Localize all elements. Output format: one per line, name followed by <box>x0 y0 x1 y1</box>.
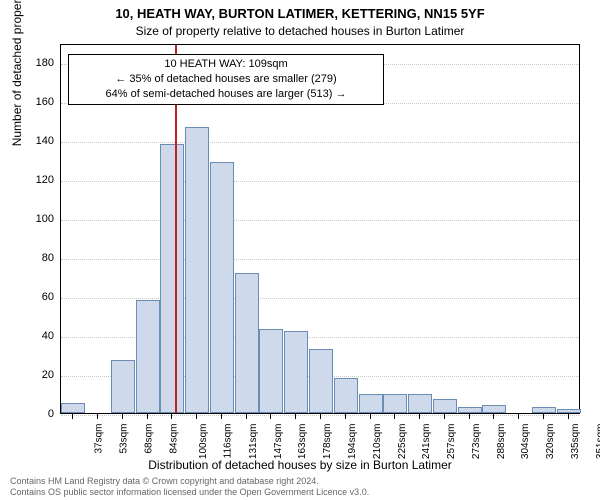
y-axis-label: Number of detached properties <box>10 0 24 146</box>
x-tick-mark <box>518 414 519 419</box>
x-tick-label: 241sqm <box>421 424 432 460</box>
y-tick-label: 120 <box>14 174 54 186</box>
x-tick-mark <box>469 414 470 419</box>
x-tick-label: 335sqm <box>570 424 581 460</box>
x-tick-mark <box>97 414 98 419</box>
gridline <box>61 298 579 299</box>
annotation-line: ← 35% of detached houses are smaller (27… <box>77 72 375 87</box>
x-axis-label: Distribution of detached houses by size … <box>0 458 600 472</box>
x-tick-mark <box>221 414 222 419</box>
x-tick-label: 37sqm <box>94 424 105 454</box>
y-tick-label: 140 <box>14 135 54 147</box>
gridline <box>61 259 579 260</box>
footer-line: Contains OS public sector information li… <box>10 487 369 498</box>
x-tick-label: 320sqm <box>545 424 556 460</box>
y-tick-label: 160 <box>14 96 54 108</box>
x-tick-mark <box>493 414 494 419</box>
x-tick-mark <box>568 414 569 419</box>
x-tick-mark <box>444 414 445 419</box>
histogram-bar <box>359 394 383 413</box>
histogram-bar <box>111 360 135 413</box>
x-tick-mark <box>171 414 172 419</box>
histogram-bar <box>458 407 482 413</box>
y-tick-label: 100 <box>14 213 54 225</box>
x-tick-mark <box>147 414 148 419</box>
x-tick-mark <box>246 414 247 419</box>
histogram-bar <box>284 331 308 413</box>
x-tick-label: 225sqm <box>397 424 408 460</box>
x-tick-mark <box>196 414 197 419</box>
x-tick-mark <box>270 414 271 419</box>
x-tick-mark <box>122 414 123 419</box>
histogram-bar <box>383 394 407 413</box>
x-tick-label: 273sqm <box>471 424 482 460</box>
y-tick-label: 20 <box>14 369 54 381</box>
histogram-bar <box>557 409 581 413</box>
x-tick-mark <box>345 414 346 419</box>
x-tick-label: 68sqm <box>143 424 154 454</box>
x-tick-mark <box>543 414 544 419</box>
y-tick-label: 60 <box>14 291 54 303</box>
x-tick-label: 116sqm <box>223 424 234 459</box>
histogram-bar <box>532 407 556 413</box>
x-tick-label: 163sqm <box>298 424 309 460</box>
x-tick-mark <box>320 414 321 419</box>
histogram-bar <box>408 394 432 413</box>
histogram-bar <box>433 399 457 413</box>
y-tick-label: 80 <box>14 252 54 264</box>
x-tick-mark <box>295 414 296 419</box>
chart-title-sub: Size of property relative to detached ho… <box>0 24 600 38</box>
annotation-line: 64% of semi-detached houses are larger (… <box>77 87 375 102</box>
x-tick-mark <box>72 414 73 419</box>
annotation-box: 10 HEATH WAY: 109sqm ← 35% of detached h… <box>68 54 384 105</box>
histogram-bar <box>160 144 184 413</box>
gridline <box>61 181 579 182</box>
x-tick-label: 257sqm <box>446 424 457 460</box>
histogram-bar <box>309 349 333 413</box>
x-tick-label: 84sqm <box>168 424 179 454</box>
chart-title-main: 10, HEATH WAY, BURTON LATIMER, KETTERING… <box>0 6 600 21</box>
histogram-bar <box>235 273 259 413</box>
histogram-bar <box>136 300 160 413</box>
x-tick-mark <box>419 414 420 419</box>
x-tick-label: 53sqm <box>119 424 130 454</box>
footer-attribution: Contains HM Land Registry data © Crown c… <box>10 476 369 498</box>
histogram-bar <box>259 329 283 413</box>
x-tick-label: 147sqm <box>273 424 284 460</box>
x-tick-mark <box>370 414 371 419</box>
histogram-bar <box>482 405 506 413</box>
annotation-line: 10 HEATH WAY: 109sqm <box>77 57 375 72</box>
gridline <box>61 220 579 221</box>
footer-line: Contains HM Land Registry data © Crown c… <box>10 476 369 487</box>
y-tick-label: 180 <box>14 57 54 69</box>
chart-container: 10, HEATH WAY, BURTON LATIMER, KETTERING… <box>0 0 600 500</box>
x-tick-label: 194sqm <box>347 424 358 460</box>
y-tick-label: 40 <box>14 330 54 342</box>
gridline <box>61 142 579 143</box>
x-tick-mark <box>394 414 395 419</box>
histogram-bar <box>61 403 85 413</box>
x-tick-label: 288sqm <box>496 424 507 460</box>
histogram-bar <box>185 127 209 413</box>
x-tick-label: 210sqm <box>372 424 383 460</box>
x-tick-label: 351sqm <box>595 424 600 460</box>
histogram-bar <box>210 162 234 413</box>
y-tick-label: 0 <box>14 408 54 420</box>
x-tick-label: 100sqm <box>199 424 210 460</box>
x-tick-label: 178sqm <box>322 424 333 460</box>
x-tick-label: 304sqm <box>520 424 531 460</box>
histogram-bar <box>334 378 358 413</box>
x-tick-label: 131sqm <box>248 424 259 460</box>
